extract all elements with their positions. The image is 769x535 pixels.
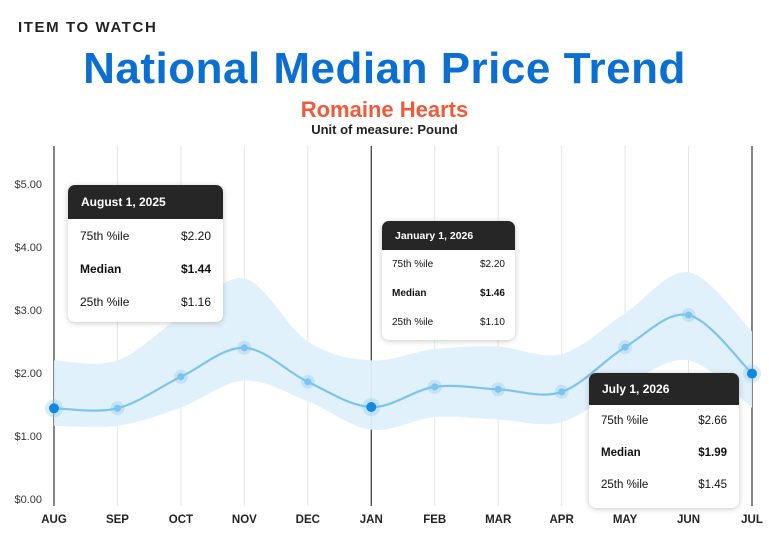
percentile-band-area (54, 271, 752, 431)
data-point-jun[interactable] (685, 311, 693, 319)
median-label: Median (601, 447, 641, 459)
data-point-jan[interactable] (366, 402, 377, 413)
x-tick-label: JUL (741, 514, 763, 526)
p25-value: $1.16 (180, 294, 211, 309)
median-value: $1.46 (479, 288, 505, 299)
p25-value: $1.10 (479, 317, 505, 328)
tooltip-row-median: Median $1.46 (382, 279, 515, 308)
x-tick-label: OCT (169, 514, 193, 526)
x-tick-label: JUN (677, 514, 700, 526)
data-point-apr[interactable] (558, 388, 566, 396)
x-tick-label: DEC (296, 514, 320, 526)
median-line (53, 313, 753, 412)
tooltip-date: January 1, 2026 (382, 221, 515, 250)
x-tick-label: AUG (41, 514, 67, 526)
y-tick-label: $3.00 (14, 305, 42, 317)
tooltip-row-p25: 25th %ile $1.45 (589, 469, 739, 501)
chart-title: National Median Price Trend (83, 44, 686, 93)
data-point-feb[interactable] (431, 383, 439, 391)
median-points (45, 308, 761, 418)
x-tick-label: JAN (360, 514, 383, 526)
chart-subtitle: Romaine Hearts (300, 97, 469, 122)
tooltip-row-p75: 75th %ile $2.20 (382, 250, 515, 279)
p25-label: 25th %ile (392, 317, 434, 328)
median-value: $1.99 (698, 447, 727, 459)
x-tick-label: MAY (613, 514, 638, 526)
data-point-sep[interactable] (113, 404, 121, 412)
y-tick-label: $4.00 (14, 242, 42, 254)
tooltip-date: August 1, 2025 (68, 185, 223, 219)
y-axis-ticks: $0.00 $1.00 $2.00 $3.00 $4.00 $5.00 (14, 179, 42, 506)
tooltip-july-2026: July 1, 2026 75th %ile $2.66 Median $1.9… (589, 373, 739, 508)
data-point-oct[interactable] (177, 373, 185, 381)
x-tick-label: FEB (423, 514, 446, 526)
x-tick-label: MAR (485, 514, 512, 526)
data-point-jul[interactable] (747, 368, 757, 379)
data-point-may[interactable] (621, 343, 629, 351)
data-point-dec[interactable] (304, 378, 312, 386)
y-tick-label: $2.00 (14, 368, 42, 380)
p75-value: $2.66 (698, 415, 727, 427)
data-point-mar[interactable] (494, 385, 502, 393)
median-label: Median (392, 288, 427, 299)
p75-label: 75th %ile (392, 259, 434, 270)
p75-value: $2.20 (180, 228, 211, 243)
y-tick-label: $0.00 (14, 494, 42, 506)
kicker-label: ITEM TO WATCH (18, 19, 158, 36)
p25-label: 25th %ile (80, 294, 130, 309)
x-tick-label: APR (549, 514, 574, 526)
tooltip-row-p75: 75th %ile $2.66 (589, 405, 739, 437)
tooltip-row-p75: 75th %ile $2.20 (68, 219, 223, 252)
tooltip-row-p25: 25th %ile $1.10 (382, 308, 515, 337)
p75-label: 75th %ile (80, 228, 130, 243)
tooltip-january-2026: January 1, 2026 75th %ile $2.20 Median $… (382, 221, 515, 340)
median-label: Median (80, 261, 122, 276)
median-value: $1.44 (180, 261, 211, 276)
tooltip-row-median: Median $1.99 (589, 437, 739, 469)
x-tick-label: SEP (106, 514, 129, 526)
p25-value: $1.45 (698, 479, 727, 491)
y-tick-label: $5.00 (14, 179, 42, 191)
median-series-line (53, 313, 753, 412)
data-point-aug[interactable] (49, 403, 59, 414)
unit-of-measure: Unit of measure: Pound (311, 122, 458, 137)
y-tick-label: $1.00 (14, 431, 42, 443)
p75-label: 75th %ile (601, 415, 649, 427)
x-axis-ticks: AUG SEP OCT NOV DEC JAN FEB MAR APR MAY JUN JUL (41, 514, 763, 526)
x-tick-label: NOV (232, 514, 257, 526)
tooltip-august-2025: August 1, 2025 75th %ile $2.20 Median $1… (68, 185, 223, 322)
tooltip-row-median: Median $1.44 (68, 252, 223, 285)
tooltip-row-p25: 25th %ile $1.16 (68, 285, 223, 318)
p75-value: $2.20 (479, 259, 505, 270)
tooltip-date: July 1, 2026 (589, 373, 739, 405)
data-point-nov[interactable] (240, 344, 248, 352)
p25-label: 25th %ile (601, 479, 649, 491)
percentile-band (54, 271, 752, 431)
